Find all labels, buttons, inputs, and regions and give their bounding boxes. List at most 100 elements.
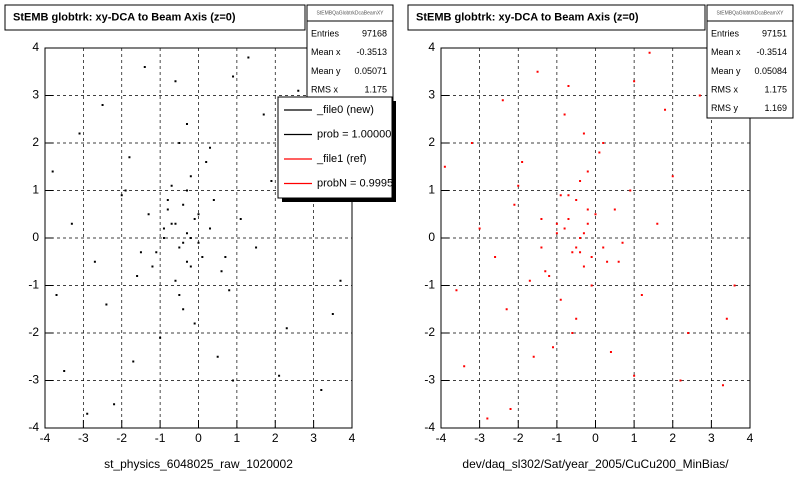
x-tick-label: -1 — [155, 431, 166, 445]
point — [201, 256, 204, 258]
point — [197, 241, 200, 244]
point — [189, 175, 192, 178]
y-tick-label: -1 — [424, 278, 435, 292]
point — [463, 365, 466, 368]
plot-frame-bg — [441, 48, 750, 428]
stats-header: StEMBQaGlobtrkDcaBeamXY — [717, 10, 785, 16]
point — [586, 222, 589, 225]
point — [621, 241, 624, 244]
point — [567, 85, 570, 87]
point — [185, 260, 188, 263]
stats-value: 97168 — [362, 28, 387, 38]
point — [232, 379, 235, 382]
point — [51, 170, 54, 173]
point — [602, 246, 605, 249]
point — [178, 142, 181, 144]
x-tick-label: 3 — [310, 431, 317, 445]
point — [86, 412, 89, 415]
stats-value: -0.3514 — [756, 47, 787, 57]
legend-label: probN = 0.99952 — [317, 177, 399, 189]
point — [78, 132, 81, 135]
point — [571, 251, 574, 254]
point — [189, 237, 192, 239]
point — [185, 123, 188, 125]
point — [139, 251, 142, 254]
point — [552, 346, 555, 349]
point — [185, 189, 188, 192]
point — [182, 241, 185, 244]
point — [455, 289, 458, 292]
point — [567, 218, 570, 220]
point — [582, 132, 585, 135]
stats-label: Mean y — [711, 66, 741, 76]
stats-label: Mean x — [711, 47, 741, 57]
point — [297, 89, 300, 92]
y-tick-label: 3 — [428, 88, 435, 102]
point — [613, 208, 616, 211]
point — [285, 327, 288, 330]
point — [270, 180, 273, 182]
point — [579, 180, 582, 182]
point — [513, 203, 516, 206]
point — [232, 75, 235, 78]
point — [640, 294, 643, 296]
x-tick-label: 0 — [195, 431, 202, 445]
point — [228, 289, 231, 292]
point — [216, 355, 219, 358]
point — [124, 189, 127, 192]
stats-value: 0.05084 — [754, 66, 787, 76]
point — [212, 199, 215, 201]
point — [128, 156, 131, 159]
x-tick-label: 3 — [708, 431, 715, 445]
point — [633, 374, 636, 377]
point — [721, 384, 724, 387]
stats-label: RMS x — [711, 84, 739, 94]
point — [262, 113, 265, 116]
point — [540, 246, 543, 249]
stats-box — [706, 4, 794, 119]
point — [517, 184, 520, 187]
point — [648, 51, 651, 54]
stats-label: Entries — [311, 28, 340, 38]
point — [162, 227, 165, 230]
y-tick-label: -2 — [424, 325, 435, 339]
y-tick-label: -4 — [424, 420, 435, 434]
x-axis-label: dev/daq_sl302/Sat/year_2005/CuCu200_MinB… — [462, 457, 729, 471]
point — [478, 227, 481, 230]
point — [55, 294, 58, 296]
point — [174, 222, 177, 225]
plot-frame — [440, 47, 751, 429]
point — [559, 298, 562, 301]
point — [598, 151, 601, 154]
chart-title: StEMB globtrk: xy-DCA to Beam Axis (z=0) — [416, 11, 639, 23]
point — [679, 379, 682, 382]
stats-label: RMS y — [711, 103, 739, 113]
point — [320, 389, 323, 391]
point — [159, 336, 162, 339]
point — [617, 260, 620, 263]
point — [193, 218, 196, 220]
stats-value: 1.169 — [764, 103, 787, 113]
y-tick-label: -2 — [28, 325, 39, 339]
point — [197, 213, 200, 216]
point — [162, 237, 165, 239]
point — [594, 213, 597, 216]
point — [174, 279, 177, 282]
point — [443, 165, 446, 168]
point — [470, 142, 473, 144]
point — [536, 70, 539, 73]
stats-label: RMS x — [311, 84, 339, 94]
point — [209, 227, 212, 230]
plot-frame — [44, 47, 353, 429]
x-tick-label: 4 — [349, 431, 356, 445]
title-box — [407, 4, 706, 31]
y-tick-label: 3 — [32, 88, 39, 102]
point — [505, 308, 508, 311]
point — [575, 246, 578, 249]
x-tick-label: 2 — [272, 431, 279, 445]
x-tick-label: -2 — [513, 431, 524, 445]
point — [571, 332, 574, 334]
point — [532, 355, 535, 358]
y-tick-label: -1 — [28, 278, 39, 292]
point — [170, 222, 173, 225]
